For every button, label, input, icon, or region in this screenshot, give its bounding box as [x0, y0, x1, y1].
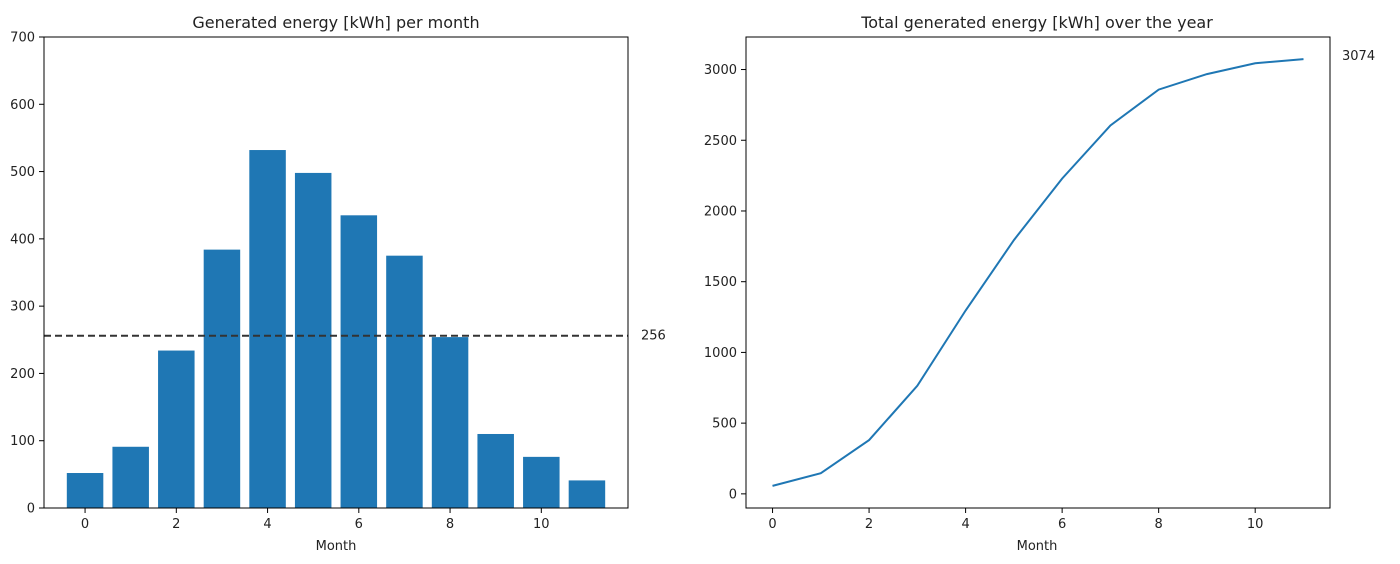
cumulative-energy-line	[772, 58, 1304, 487]
x-tick-label: 6	[355, 517, 363, 532]
x-tick-label: 10	[533, 517, 550, 532]
average-reference-label: 256	[641, 329, 666, 344]
x-tick-label: 8	[1155, 517, 1163, 532]
bar-month-1	[112, 446, 149, 508]
y-tick-label: 0	[729, 487, 737, 502]
bar-month-2	[158, 350, 195, 508]
bar-chart-axes-frame	[43, 36, 629, 509]
bar-chart-x-ticks: 0 2 4 6 8 10	[81, 508, 550, 532]
line-chart-title: Total generated energy [kWh] over the ye…	[860, 13, 1213, 32]
x-tick-label: 10	[1247, 517, 1264, 532]
y-tick-label: 400	[10, 232, 35, 247]
x-tick-label: 2	[865, 517, 873, 532]
y-tick-label: 300	[10, 300, 35, 315]
bar-chart-x-axis-label: Month	[316, 539, 357, 554]
bar-month-10	[523, 456, 560, 508]
y-tick-label: 3000	[704, 63, 737, 78]
bar-series	[66, 150, 606, 509]
line-chart-axes-frame	[745, 36, 1331, 509]
line-chart-x-ticks: 0 2 4 6 8 10	[768, 508, 1263, 532]
bar-chart-y-ticks: 0 100 200 300 400 500 600 700	[10, 31, 44, 517]
bar-month-9	[477, 433, 514, 508]
bar-month-6	[340, 215, 378, 509]
y-tick-label: 2000	[704, 204, 737, 219]
bar-month-5	[294, 172, 332, 508]
cumulative-energy-line-chart: Total generated energy [kWh] over the ye…	[704, 13, 1375, 554]
total-energy-annotation: 3074	[1342, 49, 1375, 64]
x-tick-label: 0	[768, 517, 776, 532]
monthly-energy-bar-chart: Generated energy [kWh] per month 256 0 2 4…	[10, 13, 666, 554]
bar-chart-title: Generated energy [kWh] per month	[192, 13, 479, 32]
y-tick-label: 1000	[704, 346, 737, 361]
y-tick-label: 500	[10, 165, 35, 180]
x-tick-label: 8	[446, 517, 454, 532]
bar-month-8	[431, 337, 469, 508]
line-data-points	[772, 59, 1304, 486]
bar-month-0	[66, 473, 104, 508]
x-tick-label: 2	[172, 517, 180, 532]
x-tick-label: 4	[961, 517, 969, 532]
y-tick-label: 1500	[704, 275, 737, 290]
bar-month-4	[249, 150, 286, 509]
y-tick-label: 500	[712, 417, 737, 432]
x-tick-label: 4	[263, 517, 271, 532]
y-tick-label: 0	[27, 502, 35, 517]
x-tick-label: 6	[1058, 517, 1066, 532]
y-tick-label: 600	[10, 98, 35, 113]
x-tick-label: 0	[81, 517, 89, 532]
y-tick-label: 2500	[704, 134, 737, 149]
bar-month-3	[203, 249, 241, 508]
line-chart-x-axis-label: Month	[1017, 539, 1058, 554]
bar-month-11	[568, 480, 606, 508]
line-chart-y-ticks: 0 500 1000 1500 2000 2500 3000	[704, 63, 746, 502]
y-tick-label: 700	[10, 31, 35, 46]
y-tick-label: 100	[10, 434, 35, 449]
bar-month-7	[386, 255, 423, 508]
y-tick-label: 200	[10, 367, 35, 382]
